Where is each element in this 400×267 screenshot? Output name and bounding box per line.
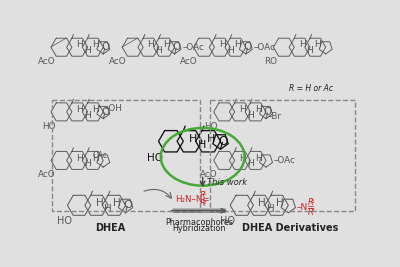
Text: RO: RO (264, 57, 278, 66)
Text: O: O (218, 135, 228, 148)
Text: O: O (244, 42, 252, 52)
Text: AcO: AcO (109, 57, 126, 66)
Bar (52, 100, 200, 211)
Text: H: H (255, 154, 262, 163)
Bar (210, 100, 355, 211)
Text: H: H (92, 40, 99, 49)
Text: H: H (156, 46, 162, 55)
Text: H: H (163, 40, 170, 49)
Text: H: H (306, 46, 314, 55)
Text: H: H (239, 154, 246, 163)
Text: H: H (188, 134, 197, 144)
Text: –OAc: –OAc (254, 43, 276, 52)
Text: R = H or Ac: R = H or Ac (289, 84, 333, 93)
Text: H: H (76, 154, 83, 163)
Text: H: H (258, 198, 266, 208)
Text: OAc: OAc (93, 151, 108, 160)
Text: –N=: –N= (296, 203, 315, 212)
Text: H: H (255, 105, 262, 114)
Text: H: H (299, 40, 306, 49)
Text: H: H (314, 40, 321, 49)
Text: –OAc: –OAc (182, 43, 204, 52)
Text: HO: HO (220, 217, 235, 226)
Text: O: O (123, 200, 132, 210)
Text: AcO: AcO (200, 170, 218, 179)
Text: H: H (113, 198, 121, 208)
Text: 2: 2 (203, 200, 206, 205)
Text: H: H (227, 46, 234, 55)
Text: –Br: –Br (268, 112, 282, 120)
Text: O: O (101, 107, 109, 117)
Text: H: H (104, 204, 112, 214)
Text: H: H (198, 140, 206, 150)
Text: R: R (200, 199, 205, 208)
Text: H: H (84, 111, 91, 120)
Text: H: H (267, 204, 275, 214)
Text: H: H (247, 111, 254, 120)
Text: H: H (76, 40, 83, 49)
Text: R: R (307, 208, 313, 217)
Text: H: H (92, 105, 99, 114)
Text: AcO: AcO (180, 57, 198, 66)
Text: H: H (76, 105, 83, 114)
Text: H: H (148, 40, 154, 49)
Text: AcO: AcO (38, 57, 55, 66)
Text: This work: This work (206, 178, 247, 187)
Text: H: H (92, 154, 99, 163)
Text: HO: HO (148, 153, 164, 163)
Text: O: O (264, 107, 272, 117)
Text: H: H (239, 105, 246, 114)
Text: H₂N–N=: H₂N–N= (176, 195, 210, 204)
Text: H: H (234, 40, 242, 49)
Text: R: R (307, 198, 313, 207)
Text: H: H (247, 159, 254, 168)
Text: H: H (96, 198, 103, 208)
Text: HO: HO (42, 122, 55, 131)
Text: HO: HO (204, 122, 218, 131)
Text: H: H (84, 159, 91, 168)
Text: 2: 2 (310, 208, 314, 213)
Text: HO: HO (57, 217, 72, 226)
Text: Pharmacophores: Pharmacophores (165, 218, 233, 227)
Text: AcO: AcO (38, 170, 55, 179)
Text: Hybridization: Hybridization (172, 224, 226, 233)
Text: H: H (219, 40, 226, 49)
Text: 1: 1 (310, 199, 314, 204)
Text: R: R (200, 191, 205, 200)
Text: DHEA Derivatives: DHEA Derivatives (242, 223, 338, 233)
Text: –OAc: –OAc (274, 156, 296, 165)
Text: –OH: –OH (104, 104, 122, 113)
Text: O: O (172, 42, 180, 52)
Text: DHEA: DHEA (95, 223, 126, 233)
Text: O: O (101, 42, 109, 52)
Text: H: H (84, 46, 91, 55)
Text: H: H (276, 198, 284, 208)
Text: 1: 1 (203, 191, 206, 196)
Text: H: H (207, 134, 215, 144)
